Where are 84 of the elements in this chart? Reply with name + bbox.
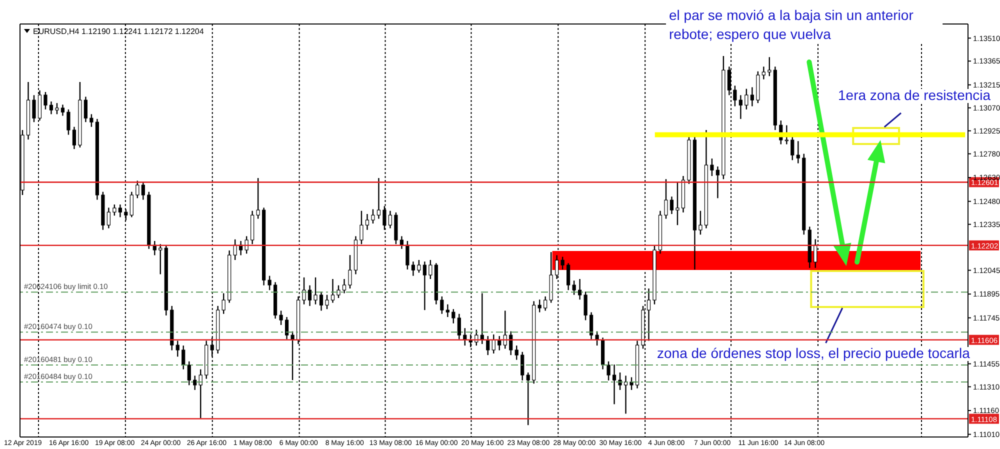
candlestick	[90, 114, 94, 128]
candlestick	[284, 316, 289, 340]
candlestick	[716, 166, 720, 199]
candlestick	[136, 180, 140, 199]
candlestick	[118, 204, 122, 218]
candlestick	[32, 94, 36, 123]
candlestick	[314, 276, 318, 305]
candlestick	[49, 100, 54, 115]
candlestick	[486, 335, 490, 356]
candlestick	[222, 292, 226, 314]
candlestick	[182, 344, 186, 370]
candlestick	[664, 178, 668, 220]
candlestick	[578, 278, 582, 300]
candlestick	[452, 308, 456, 324]
candlestick	[319, 291, 324, 312]
candlestick	[256, 177, 260, 220]
candlestick	[130, 191, 134, 218]
candlestick	[544, 296, 548, 312]
candlestick	[44, 91, 48, 110]
candlestick	[330, 278, 335, 304]
candlestick	[590, 312, 594, 340]
candlestick	[376, 177, 381, 220]
candlestick	[348, 254, 352, 290]
candlestick	[279, 310, 283, 326]
candlestick	[566, 262, 570, 291]
candlestick	[457, 313, 461, 340]
candlestick	[446, 304, 450, 318]
candlestick	[360, 210, 364, 245]
candlestick	[198, 368, 202, 419]
candlestick	[520, 351, 524, 382]
candlestick	[106, 207, 110, 229]
candlestick	[744, 88, 748, 110]
candlestick	[72, 126, 76, 150]
candlestick	[796, 140, 800, 164]
candlestick	[428, 259, 432, 280]
candlestick	[417, 259, 421, 274]
candlestick	[538, 298, 542, 313]
candlestick	[606, 360, 610, 382]
candlestick	[406, 240, 410, 270]
candlestick	[618, 372, 622, 391]
candlestick	[572, 280, 576, 296]
candlestick	[492, 334, 496, 354]
candlestick	[371, 208, 375, 224]
candlestick	[750, 86, 754, 107]
candlestick	[336, 284, 340, 299]
candlestick	[624, 375, 628, 414]
candlestick	[698, 210, 702, 236]
candlestick	[158, 244, 162, 275]
candlestick	[325, 294, 329, 310]
candlestick	[302, 276, 306, 305]
candlestick	[526, 372, 530, 426]
candlestick	[60, 104, 65, 116]
candlestick	[768, 56, 772, 77]
candlestick	[244, 236, 248, 254]
candlestick	[193, 375, 197, 391]
candlestick	[141, 182, 145, 200]
candlestick	[388, 210, 392, 229]
annotation: el par se movió a la baja sin un anterior rebote; espero que vuelva	[669, 7, 914, 42]
candlestick	[365, 213, 370, 230]
candlestick	[514, 344, 518, 360]
candlestick	[55, 102, 59, 115]
candlestick	[411, 260, 415, 276]
candlestick	[308, 284, 312, 307]
annotation: 1era zona de resistencia	[838, 87, 991, 103]
candlestick	[612, 364, 616, 405]
candlestick	[710, 158, 714, 177]
candlestick	[66, 108, 70, 136]
candlestick	[440, 296, 444, 314]
candlestick	[670, 196, 674, 215]
candlestick	[342, 278, 346, 294]
annotation: zona de órdenes stop loss, el precio puede tocarla	[657, 345, 970, 361]
candlestick	[584, 291, 588, 321]
candlestick	[630, 376, 634, 391]
candlestick	[560, 256, 564, 270]
candlestick	[762, 66, 766, 80]
candlestick	[112, 204, 116, 216]
candlestick	[268, 275, 272, 291]
candlestick	[187, 360, 191, 386]
candlestick	[176, 340, 180, 358]
candlestick	[676, 182, 680, 226]
candlestick	[422, 260, 426, 311]
candlestick	[84, 96, 88, 123]
chart-title: EURUSD,H4 1.12190 1.12241 1.12172 1.12204	[33, 27, 204, 36]
candlestick	[738, 94, 742, 120]
